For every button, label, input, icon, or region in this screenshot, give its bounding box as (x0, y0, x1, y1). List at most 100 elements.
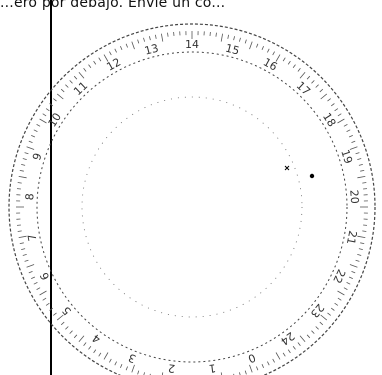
dial-label: 13 (143, 42, 160, 58)
dial-tick (351, 140, 356, 143)
dial-label: 1 (208, 361, 217, 375)
vertical-guide-line (50, 0, 52, 375)
dial-tick (103, 352, 109, 360)
dial-tick (125, 366, 128, 371)
dial-label: 16 (261, 55, 280, 73)
dial-tick (31, 135, 36, 138)
dial-tick (244, 370, 247, 375)
dial-tick (348, 135, 353, 138)
dial-tick (362, 182, 367, 184)
dial-tick (357, 235, 366, 238)
dial-tick (311, 80, 315, 84)
dial-label: 19 (338, 148, 355, 165)
dial-tick (337, 113, 342, 117)
dial-tick (337, 297, 342, 301)
dial-tick (93, 349, 97, 354)
dial-label: 12 (104, 55, 123, 73)
dial-tick (26, 146, 35, 150)
dial-tick (320, 93, 328, 100)
dial-tick (282, 57, 286, 62)
dial-tick (93, 60, 97, 65)
dial-tick (256, 43, 259, 48)
dial-tick (114, 48, 117, 53)
dial-tick (60, 88, 65, 93)
dial-label: 17 (294, 79, 313, 98)
dial-tick (220, 372, 223, 375)
dial-label: 22 (330, 267, 348, 285)
dial-tick (33, 282, 38, 285)
dial-tick (282, 352, 286, 357)
dial-tick (49, 103, 54, 107)
dial-tick (351, 271, 356, 274)
dial-tick (24, 259, 29, 262)
dial-tick (56, 314, 64, 321)
dial-tick (239, 372, 241, 375)
dial-tick (155, 34, 157, 39)
dial-tick (73, 334, 78, 339)
dial-tick (315, 84, 319, 88)
dial-tick (98, 57, 102, 62)
dial-label: 18 (320, 111, 338, 130)
dial-label: 10 (46, 111, 64, 130)
dial-label: 15 (224, 42, 241, 58)
dial-tick (244, 39, 247, 44)
dial-label: 5 (60, 304, 74, 318)
dial-tick (272, 358, 275, 363)
dial-tick (19, 242, 24, 244)
dial-tick (337, 118, 345, 124)
dial-tick (292, 64, 296, 69)
dial-tick (275, 54, 281, 62)
dial-label: 14 (185, 38, 199, 51)
dial-tick (346, 282, 351, 285)
dial-tick (73, 75, 78, 80)
dial-tick (143, 372, 145, 375)
dial-tick (88, 345, 92, 350)
dial-tick (360, 170, 365, 172)
dial-tick (330, 103, 335, 107)
dial-label: 20 (347, 189, 361, 204)
dial-tick (56, 93, 64, 100)
dial-tick (143, 37, 145, 42)
dial-tick (256, 366, 259, 371)
dial-tick (17, 230, 22, 232)
dial-label: 4 (90, 331, 103, 346)
dial-tick (275, 352, 281, 360)
dial-tick (292, 345, 296, 350)
dial-tick (358, 248, 363, 250)
dial-tick (149, 36, 151, 41)
dial-tick (109, 51, 112, 56)
dial-tick (320, 314, 328, 321)
dial-tick (120, 46, 123, 51)
dial-tick (26, 264, 35, 268)
dial-tick (315, 326, 319, 330)
dial-tick (239, 37, 241, 42)
dial-label: 7 (25, 233, 39, 242)
dial-tick (42, 113, 47, 117)
dial-tick (45, 108, 50, 112)
dial-tick (346, 129, 351, 132)
dial-tick (42, 297, 47, 301)
dial-tick (65, 84, 69, 88)
dial-tick (349, 146, 358, 150)
dial-tick (39, 118, 47, 124)
dial-tick (137, 39, 140, 44)
dial-tick (31, 276, 36, 279)
dial-label: 2 (167, 361, 176, 375)
dial-tick (109, 358, 112, 363)
dial-label: 24 (278, 329, 297, 348)
dial-tick (18, 176, 27, 179)
dial-tick (272, 51, 275, 56)
dial-tick (137, 370, 140, 375)
dial-tick (103, 54, 109, 62)
dial-tick (330, 307, 335, 311)
dial-tick (33, 129, 38, 132)
dial-tick (167, 32, 169, 37)
dial-tick (349, 264, 358, 268)
dial-tick (337, 290, 345, 296)
dial-tick (297, 68, 301, 72)
dial-tick (357, 158, 362, 160)
dial-tick (161, 372, 164, 375)
dial-tick (343, 287, 348, 290)
